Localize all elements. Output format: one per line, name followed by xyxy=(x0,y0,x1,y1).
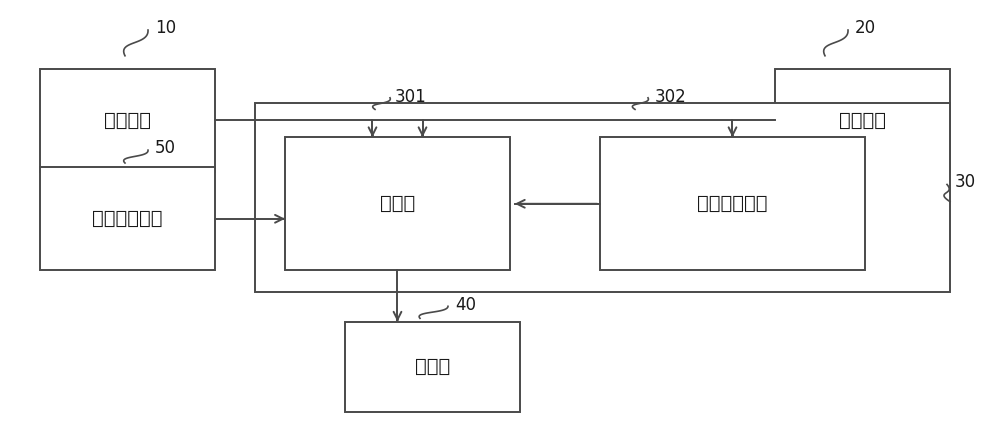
Text: 10: 10 xyxy=(155,19,176,37)
Bar xyxy=(600,137,865,270)
Text: 动力电源: 动力电源 xyxy=(839,111,886,130)
Text: 302: 302 xyxy=(655,88,687,106)
Bar xyxy=(40,69,215,172)
Text: 30: 30 xyxy=(955,173,976,191)
Bar xyxy=(285,137,510,270)
Bar xyxy=(40,167,215,270)
Text: 301: 301 xyxy=(395,88,427,106)
Bar xyxy=(255,103,950,292)
Text: 调节阀: 调节阀 xyxy=(415,357,450,376)
Text: 蓄电电源: 蓄电电源 xyxy=(104,111,151,130)
Text: 温度检测装置: 温度检测装置 xyxy=(92,209,163,228)
Text: 40: 40 xyxy=(455,296,476,314)
Text: 断电检测装置: 断电检测装置 xyxy=(697,194,768,213)
Text: 50: 50 xyxy=(155,139,176,157)
Text: 控制器: 控制器 xyxy=(380,194,415,213)
Text: 20: 20 xyxy=(855,19,876,37)
Bar xyxy=(345,322,520,412)
Bar xyxy=(775,69,950,172)
